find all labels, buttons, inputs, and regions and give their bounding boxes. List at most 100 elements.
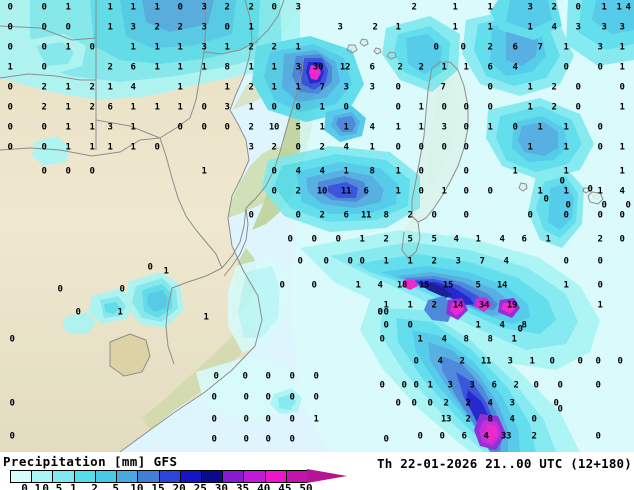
colorbar-swatch-12: [264, 471, 286, 482]
precip-value: 7: [537, 42, 543, 53]
precip-value: 0: [295, 210, 301, 221]
precip-value: 0: [65, 166, 71, 177]
precip-value: 0: [311, 280, 317, 291]
precip-value: 1: [527, 22, 533, 33]
precip-s13-1: [424, 296, 454, 322]
precip-value: 15: [442, 280, 454, 291]
precip-value: 1: [319, 122, 325, 133]
precip-value: 2: [107, 62, 113, 73]
precip-value: 1: [563, 186, 569, 197]
precip-value: 3: [224, 102, 230, 113]
precip-value: 1: [271, 62, 277, 73]
precip-value: 0: [265, 434, 271, 445]
precip-value: 0: [619, 210, 625, 221]
precip-value: 1: [89, 122, 95, 133]
precip-value: 1: [355, 280, 361, 291]
precip-value: 2: [319, 210, 325, 221]
precip-value: 1: [343, 122, 349, 133]
precip-value: 0: [595, 431, 601, 442]
precip-value: 0: [154, 142, 160, 153]
colorbar: [10, 470, 308, 483]
precip-value: 0: [625, 200, 631, 211]
precip-value: 7: [440, 82, 446, 93]
precip-value: 4: [499, 234, 505, 245]
precip-value: 1: [177, 62, 183, 73]
precip-value: 0: [487, 102, 493, 113]
precip-sa-2: [62, 312, 96, 334]
precip-value: 0: [7, 102, 13, 113]
colorbar-swatch-9: [200, 471, 223, 482]
precip-value: 0: [335, 234, 341, 245]
precip-value: 6: [107, 102, 113, 113]
precip-value: 0: [7, 122, 13, 133]
precip-value: 4: [319, 166, 325, 177]
precip-value: 0: [517, 324, 523, 335]
precip-value: 1: [107, 22, 113, 33]
precip-diag-8: [420, 283, 452, 298]
precip-value: 1: [619, 42, 625, 53]
precip-value: 1: [463, 62, 469, 73]
precip-value: 0: [553, 398, 559, 409]
precip-value: 0: [601, 200, 607, 211]
precip-value: 6: [491, 380, 497, 391]
precip-value: 1: [395, 122, 401, 133]
precip-value: 0: [527, 210, 533, 221]
precip-value: 0: [265, 392, 271, 403]
precip-value: 4: [483, 431, 489, 442]
precip-value: 1: [563, 166, 569, 177]
precip-value: 0: [463, 122, 469, 133]
precip-value: 2: [383, 234, 389, 245]
precip-value: 1: [407, 256, 413, 267]
precip-value: 0: [439, 431, 445, 442]
precip-value: 2: [271, 42, 277, 53]
precip-value: 1: [65, 142, 71, 153]
precip-value: 3: [619, 22, 625, 33]
precip-value: 1: [418, 122, 424, 133]
precip-value: 3: [441, 122, 447, 133]
precip-value: 1: [107, 142, 113, 153]
precip-value: 7: [479, 256, 485, 267]
precip-sa-1c: [104, 302, 120, 314]
precip-value: 3: [107, 122, 113, 133]
precip-value: 1: [154, 2, 160, 13]
precip-value: 1: [107, 82, 113, 93]
precip-value: 2: [397, 62, 403, 73]
colorbar-swatch-3: [73, 471, 95, 482]
precip-value: 1: [487, 122, 493, 133]
precip-value: 2: [372, 22, 378, 33]
precip-value: 0: [211, 434, 217, 445]
precip-value: 4: [503, 256, 509, 267]
precip-value: 0: [289, 392, 295, 403]
precip-value: 0: [395, 398, 401, 409]
precip-value: 3: [507, 356, 513, 367]
precip-value: 0: [463, 142, 469, 153]
precip-value: 14: [496, 280, 508, 291]
colorbar-swatch-1: [31, 471, 53, 482]
precip-value: 0: [557, 380, 563, 391]
precip-value: 0: [279, 280, 285, 291]
precip-value: 0: [243, 434, 249, 445]
precip-value: 0: [575, 82, 581, 93]
precip-value: 4: [343, 142, 349, 153]
precip-value: 0: [577, 356, 583, 367]
precip-value: 1: [224, 42, 230, 53]
precip-value: 1: [475, 320, 481, 331]
precip-value: 6: [512, 42, 518, 53]
precip-value: 1: [619, 142, 625, 153]
precip-value: 3: [527, 2, 533, 13]
precip-value: 0: [7, 142, 13, 153]
precip-value: 0: [441, 142, 447, 153]
precip-value: 0: [201, 122, 207, 133]
precip-value: 18: [396, 280, 408, 291]
precip-value: 2: [465, 398, 471, 409]
legend-bar: Precipitation [mm] GFS 0.1 0.5 1 2 5 10 15 20 25…: [0, 452, 634, 490]
precip-value: 0: [347, 256, 353, 267]
precip-value: 0: [211, 392, 217, 403]
precip-value: 6: [521, 234, 527, 245]
precip-value: 0: [119, 284, 125, 295]
precip-value: 0: [297, 256, 303, 267]
precip-value: 0: [411, 398, 417, 409]
precip-value: 1: [107, 2, 113, 13]
precip-value: 11: [480, 356, 492, 367]
